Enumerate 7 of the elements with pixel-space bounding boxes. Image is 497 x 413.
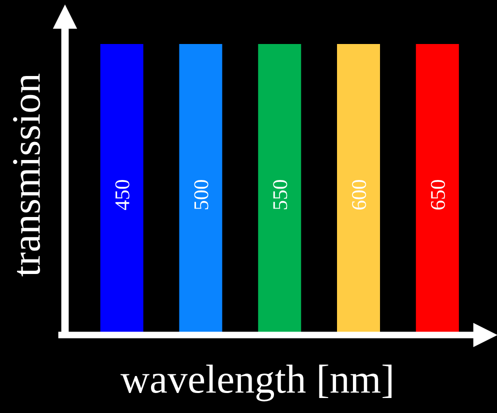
x-tick-label: 550 (273, 180, 288, 210)
x-tick-label: 450 (115, 180, 130, 210)
x-tick-label: 650 (430, 180, 445, 210)
x-tick-label: 600 (352, 180, 366, 210)
y-axis-title: transmission (13, 74, 40, 276)
x-tick-label: 500 (194, 180, 208, 210)
x-axis-title: wavelength [nm] (120, 364, 392, 402)
